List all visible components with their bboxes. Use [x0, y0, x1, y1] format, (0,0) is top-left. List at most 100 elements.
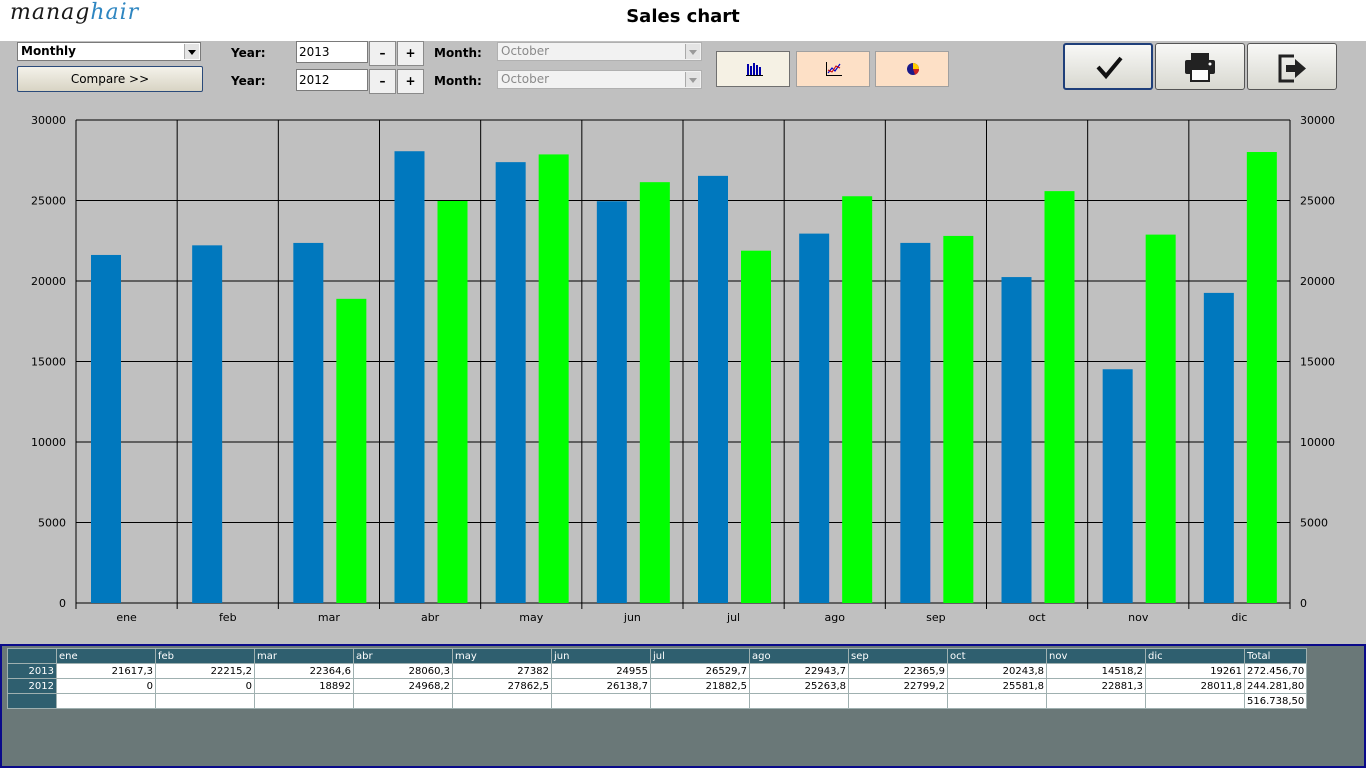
print-button[interactable] — [1155, 43, 1245, 90]
bar-dic-series-2 — [1246, 152, 1277, 604]
table-cell — [650, 693, 750, 709]
table-cell: 0 — [155, 678, 255, 694]
chevron-down-icon[interactable] — [685, 44, 700, 59]
bar-nov-series-1 — [1102, 369, 1133, 603]
x-tick-label: feb — [219, 611, 237, 624]
table-cell: 22881,3 — [1046, 678, 1146, 694]
page-title: Sales chart — [626, 6, 740, 27]
table-cell: 21617,3 — [56, 663, 156, 679]
column-header: oct — [947, 648, 1047, 664]
year-2-decrement-button[interactable]: – — [369, 69, 396, 94]
table-cell-total: 516.738,50 — [1243, 693, 1308, 709]
y-tick-label-left: 20000 — [31, 275, 66, 288]
pie-chart-icon — [907, 63, 920, 75]
exit-button[interactable] — [1247, 43, 1337, 90]
year-label-2: Year: — [231, 74, 266, 88]
logo-text-part2: hair — [90, 0, 140, 25]
confirm-icon — [1096, 56, 1123, 80]
column-header: dic — [1145, 648, 1245, 664]
table-cell-total: 244.281,80 — [1243, 678, 1308, 694]
year-1-decrement-button[interactable]: – — [369, 41, 396, 66]
period-select-value: Monthly — [21, 44, 76, 58]
pie-chart-button[interactable] — [875, 51, 949, 87]
y-tick-label-right: 0 — [1300, 597, 1307, 610]
table-cell — [353, 693, 453, 709]
y-tick-label-left: 30000 — [31, 114, 66, 127]
year-1-increment-button[interactable]: + — [397, 41, 424, 66]
bar-sep-series-2 — [943, 235, 974, 604]
bar-chart-button[interactable] — [716, 51, 790, 87]
year-input-2[interactable]: 2012 — [296, 69, 368, 91]
bar-may-series-2 — [538, 154, 569, 603]
confirm-button[interactable] — [1063, 43, 1153, 90]
column-header-total: Total — [1243, 648, 1308, 664]
column-header: abr — [353, 648, 453, 664]
table-cell: 14518,2 — [1046, 663, 1146, 679]
x-tick-label: nov — [1128, 611, 1149, 624]
x-tick-label: dic — [1231, 611, 1247, 624]
table-cell — [1145, 693, 1245, 709]
table-row: 516.738,50 — [7, 693, 1308, 709]
period-select[interactable]: Monthly — [17, 42, 201, 61]
x-tick-label: jul — [726, 611, 740, 624]
y-tick-label-left: 0 — [59, 597, 66, 610]
table-cell: 21882,5 — [650, 678, 750, 694]
bar-jun-series-1 — [596, 201, 627, 604]
table-cell: 24968,2 — [353, 678, 453, 694]
bar-oct-series-2 — [1044, 191, 1075, 603]
y-tick-label-right: 5000 — [1300, 517, 1328, 530]
app-logo: managhair — [10, 0, 139, 25]
table-cell: 22799,2 — [848, 678, 948, 694]
month-select-2[interactable]: October — [497, 70, 702, 89]
month-label-2: Month: — [434, 74, 482, 88]
table-cell: 26138,7 — [551, 678, 651, 694]
month-select-1[interactable]: October — [497, 42, 702, 61]
bar-jul-series-2 — [741, 250, 771, 603]
column-header: may — [452, 648, 552, 664]
table-cell: 27382 — [452, 663, 552, 679]
column-header: jul — [650, 648, 750, 664]
bar-nov-series-2 — [1145, 234, 1176, 603]
table-cell — [848, 693, 948, 709]
x-tick-label: abr — [421, 611, 440, 624]
table-corner-cell — [7, 648, 57, 664]
logo-text-part1: manag — [10, 0, 91, 25]
bar-mar-series-2 — [336, 298, 367, 603]
y-tick-label-left: 25000 — [31, 195, 66, 208]
table-cell — [551, 693, 651, 709]
row-header: 2012 — [7, 678, 57, 694]
column-header: jun — [551, 648, 651, 664]
bar-ago-series-1 — [799, 233, 830, 603]
year-input-1[interactable]: 2013 — [296, 41, 368, 63]
column-header: mar — [254, 648, 354, 664]
year-2-increment-button[interactable]: + — [397, 69, 424, 94]
line-chart-button[interactable] — [796, 51, 870, 87]
y-tick-label-right: 20000 — [1300, 275, 1335, 288]
column-header: sep — [848, 648, 948, 664]
table-header-row: ene feb mar abr may jun jul ago sep oct … — [7, 648, 1308, 664]
bar-sep-series-1 — [900, 242, 931, 604]
chevron-down-icon[interactable] — [184, 44, 199, 59]
x-tick-label: jun — [623, 611, 641, 624]
x-tick-label: mar — [318, 611, 340, 624]
bar-jul-series-1 — [698, 175, 728, 603]
table-cell: 22215,2 — [155, 663, 255, 679]
table-cell: 20243,8 — [947, 663, 1047, 679]
column-header: feb — [155, 648, 255, 664]
y-tick-label-right: 10000 — [1300, 436, 1335, 449]
row-header — [7, 693, 57, 709]
year-label-1: Year: — [231, 46, 266, 60]
x-tick-label: ene — [116, 611, 137, 624]
bar-abr-series-1 — [394, 151, 425, 603]
chevron-down-icon[interactable] — [685, 72, 700, 87]
bar-may-series-1 — [495, 162, 526, 604]
column-header: ene — [56, 648, 156, 664]
table-cell: 19261 — [1145, 663, 1245, 679]
y-tick-label-right: 30000 — [1300, 114, 1335, 127]
x-tick-label: sep — [926, 611, 945, 624]
table-cell — [1046, 693, 1146, 709]
bar-ago-series-2 — [842, 196, 873, 604]
sales-data-table: ene feb mar abr may jun jul ago sep oct … — [7, 648, 1308, 709]
table-row: 2012 0 0 18892 24968,2 27862,5 26138,7 2… — [7, 678, 1308, 694]
compare-button[interactable]: Compare >> — [17, 66, 203, 92]
